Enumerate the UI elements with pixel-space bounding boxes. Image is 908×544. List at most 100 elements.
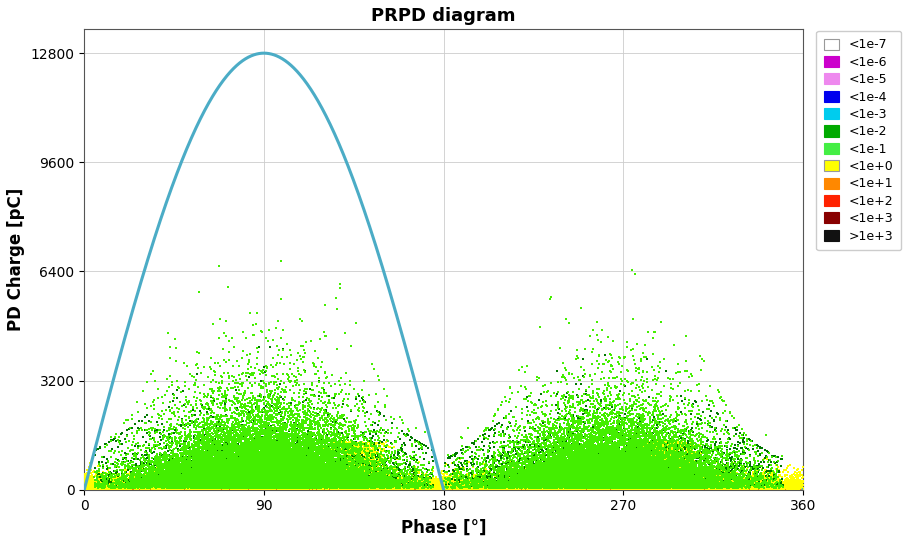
Point [94, 485, 108, 494]
Point [518, 485, 533, 493]
Point [641, 463, 656, 472]
Point [699, 463, 714, 472]
Point [538, 484, 552, 493]
Point [488, 448, 502, 457]
Point [713, 483, 727, 491]
Point [341, 485, 356, 494]
Point [238, 484, 252, 493]
Point [701, 478, 716, 486]
Point [170, 473, 184, 482]
Point [545, 473, 559, 482]
Point [269, 481, 283, 490]
Point [687, 485, 702, 493]
Point [318, 481, 332, 490]
Point [587, 465, 601, 474]
Point [487, 478, 501, 486]
Point [149, 480, 163, 489]
Point [288, 483, 302, 492]
Point [519, 472, 534, 481]
Point [256, 465, 271, 474]
Point [525, 483, 539, 491]
Point [701, 481, 716, 490]
Point [169, 469, 183, 478]
Point [352, 451, 367, 460]
Point [507, 440, 521, 449]
Point [576, 463, 590, 472]
Point [271, 468, 286, 477]
Point [609, 479, 624, 487]
Point [472, 468, 487, 477]
Point [424, 485, 439, 494]
Point [195, 474, 210, 483]
Point [287, 446, 301, 455]
Point [638, 479, 653, 488]
Point [529, 481, 544, 490]
Point [570, 466, 585, 475]
Point [684, 481, 698, 490]
Point [521, 483, 536, 491]
Point [612, 484, 627, 492]
Point [607, 475, 622, 484]
Point [725, 485, 739, 494]
Point [587, 485, 602, 494]
Point [298, 468, 312, 477]
Point [297, 481, 311, 490]
Point [534, 474, 548, 483]
Point [283, 350, 298, 359]
Point [292, 482, 307, 491]
Point [212, 482, 226, 491]
Point [269, 429, 283, 438]
Point [617, 459, 631, 468]
Point [471, 473, 486, 482]
Point [231, 469, 245, 478]
Point [608, 485, 623, 494]
Point [360, 476, 374, 485]
Point [366, 484, 380, 493]
Point [774, 462, 788, 471]
Point [482, 484, 497, 492]
Point [612, 467, 627, 475]
Point [286, 455, 301, 463]
Point [691, 475, 706, 484]
Point [442, 480, 457, 489]
Point [575, 477, 589, 485]
Point [262, 459, 277, 467]
Point [330, 458, 344, 467]
Point [258, 437, 272, 446]
Point [611, 482, 626, 491]
Point [365, 428, 380, 436]
Point [348, 447, 362, 455]
Point [285, 480, 300, 489]
Point [577, 481, 592, 490]
Point [749, 485, 764, 493]
Point [570, 459, 585, 467]
Point [291, 484, 305, 493]
Point [365, 485, 380, 494]
Point [291, 461, 305, 470]
Point [122, 483, 136, 492]
Point [271, 466, 285, 475]
Point [737, 479, 752, 488]
Point [414, 443, 429, 452]
Point [192, 444, 207, 453]
Point [146, 479, 161, 487]
Point [686, 483, 701, 491]
Point [334, 475, 349, 484]
Point [99, 485, 114, 493]
Point [381, 485, 396, 494]
Point [232, 479, 247, 488]
Point [649, 483, 664, 491]
Point [152, 481, 166, 490]
Point [548, 485, 563, 493]
Point [447, 479, 461, 488]
Point [162, 479, 176, 487]
Point [774, 480, 788, 489]
Point [339, 473, 353, 481]
Point [538, 482, 553, 491]
Point [376, 483, 390, 491]
Point [552, 481, 567, 490]
Point [681, 467, 696, 475]
Point [640, 459, 655, 467]
Point [512, 483, 527, 491]
Point [750, 443, 765, 452]
